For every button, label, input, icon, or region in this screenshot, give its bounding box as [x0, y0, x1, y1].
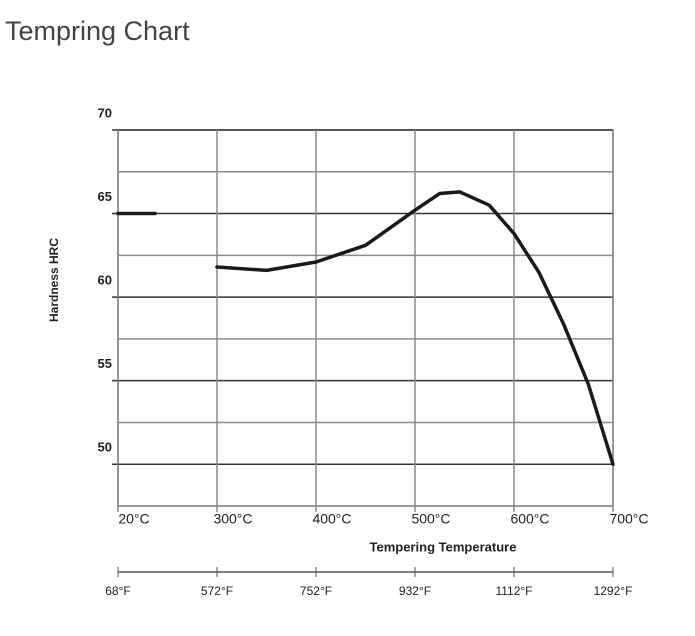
plot-frame — [117, 129, 614, 507]
x2-tick-label: 1112°F — [495, 584, 532, 598]
x-tick-label: 600°C — [510, 511, 549, 527]
curve — [215, 190, 615, 466]
y-tick-label: 50 — [98, 440, 112, 455]
x2-tick-label: 1292°F — [594, 584, 633, 598]
chart-title: Tempring Chart — [5, 16, 190, 46]
y-tick-label: 55 — [98, 356, 112, 371]
x2-tick-label: 68°F — [105, 584, 130, 598]
y-tick-label: 60 — [98, 273, 112, 288]
x-tick-label: 700°C — [609, 511, 648, 527]
y-axis-label: Hardness HRC — [47, 238, 61, 322]
x-tick-label: 20°C — [118, 511, 149, 527]
y-tick-label: 70 — [98, 105, 112, 120]
x-tick-label: 400°C — [312, 511, 351, 527]
x-axis-label: Tempering Temperature — [370, 539, 517, 554]
x2-tick-label: 752°F — [300, 584, 332, 598]
x-tick-label: 500°C — [411, 511, 450, 527]
y-tick-label: 65 — [98, 189, 112, 204]
x2-tick-label: 572°F — [201, 584, 233, 598]
x-tick-label: 300°C — [213, 511, 252, 527]
x2-tick-label: 932°F — [399, 584, 431, 598]
